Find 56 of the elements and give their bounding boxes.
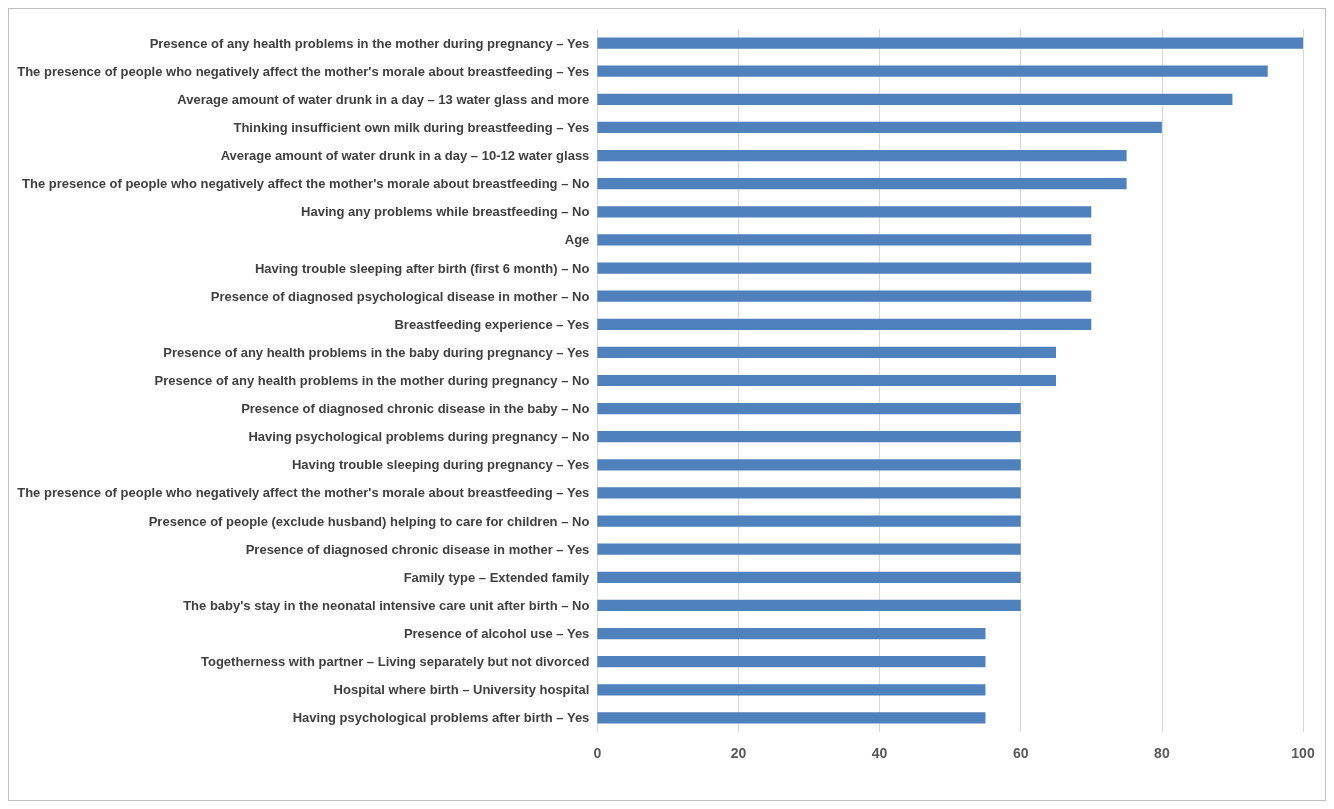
- bar: [597, 178, 1127, 190]
- bar: [597, 515, 1021, 527]
- y-tick-label: Presence of any health problems in the mother during pregnancy – No: [154, 373, 590, 388]
- bar: [597, 656, 986, 668]
- y-tick-label: Age: [564, 232, 590, 248]
- y-tick-label: Thinking insufficient own milk during breastfeeding – Yes: [233, 119, 590, 135]
- x-tick-label: 40: [871, 745, 888, 761]
- y-tick-label: Average amount of water drunk in a day – 10-12 water glass: [220, 148, 590, 164]
- bar: [597, 543, 1021, 555]
- y-tick-label: The baby's stay in the neonatal intensive care unit after birth – No: [183, 597, 590, 613]
- y-tick-label: Presence of alcohol use – Yes: [403, 626, 590, 642]
- x-tick-label: 80: [1154, 745, 1170, 761]
- bar: [597, 627, 986, 640]
- y-tick-label: The presence of people who negatively affect the mother's morale about breastfeeding – Yes: [17, 485, 590, 501]
- bar: [597, 149, 1127, 162]
- y-tick-label: Presence of any health problems in the baby during pregnancy – Yes: [163, 344, 590, 360]
- bar: [597, 262, 1092, 274]
- x-tick-label: 0: [593, 745, 602, 761]
- y-tick-label: Having psychological problems after birth – Yes: [292, 710, 590, 726]
- y-tick-label: Breastfeeding experience – Yes: [394, 316, 590, 332]
- y-tick-label: The presence of people who negatively affect the mother's morale about breastfeeding – No: [22, 176, 590, 192]
- bar: [597, 374, 1057, 387]
- bar: [597, 487, 1021, 499]
- bar: [597, 599, 1021, 612]
- bar: [597, 571, 1021, 583]
- x-tick-label: 100: [1291, 745, 1315, 761]
- bar: [597, 684, 986, 696]
- y-tick-label: Having trouble sleeping after birth (first 6 month) – No: [254, 260, 590, 276]
- bar: [597, 121, 1162, 134]
- y-tick-label: Presence of any health problems in the mother during pregnancy – Yes: [149, 35, 590, 51]
- bar: [597, 37, 1303, 49]
- bar: [597, 93, 1233, 105]
- bar: [597, 318, 1092, 330]
- bar: [597, 65, 1268, 77]
- y-tick-label: Having trouble sleeping during pregnancy – Yes: [291, 457, 590, 473]
- y-tick-label: Having any problems while breastfeeding – No: [301, 204, 590, 220]
- bar: [597, 712, 986, 724]
- y-tick-label: Togetherness with partner – Living separately but not divorced: [200, 654, 590, 670]
- bar: [597, 346, 1057, 358]
- bar: [597, 206, 1092, 218]
- y-tick-label: Having psychological problems during pregnancy – No: [248, 429, 590, 445]
- bar: [597, 403, 1021, 415]
- bar: [597, 234, 1092, 246]
- y-tick-label: Presence of people (exclude husband) helping to care for children – No: [148, 513, 590, 529]
- y-tick-label: Family type – Extended family: [403, 569, 591, 585]
- y-tick-label: Hospital where birth – University hospital: [333, 682, 590, 698]
- y-tick-label: Presence of diagnosed chronic disease in the baby – No: [241, 401, 590, 417]
- x-tick-label: 20: [730, 745, 747, 761]
- x-tick-label: 60: [1012, 745, 1029, 761]
- y-tick-label: Presence of diagnosed psychological disease in mother – No: [210, 288, 590, 304]
- bar: [597, 290, 1092, 302]
- bar: [597, 431, 1021, 443]
- y-tick-label: The presence of people who negatively affect the mother's morale about breastfeeding – Yes: [17, 63, 590, 79]
- y-tick-label: Presence of diagnosed chronic disease in mother – Yes: [245, 541, 590, 557]
- y-tick-label: Average amount of water drunk in a day – 13 water glass and more: [177, 91, 590, 107]
- bar: [597, 459, 1021, 471]
